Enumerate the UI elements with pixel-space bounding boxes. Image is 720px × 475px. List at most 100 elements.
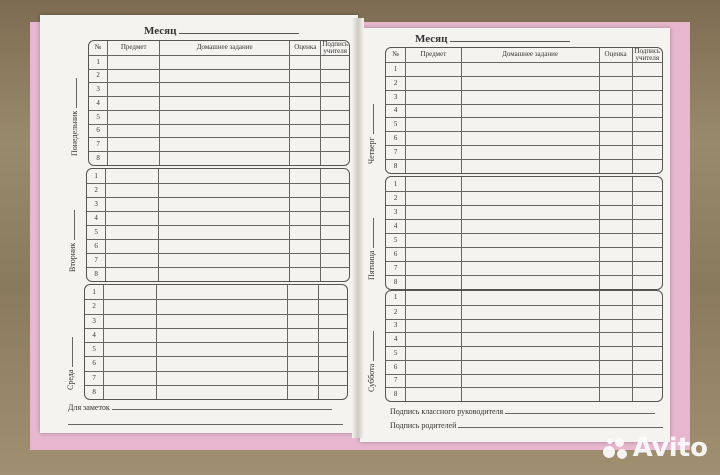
row-number[interactable]: 5: [96, 112, 100, 121]
entry-cell[interactable]: [405, 388, 460, 401]
row-number[interactable]: 4: [92, 330, 96, 339]
entry-cell[interactable]: [157, 198, 289, 211]
row-number[interactable]: 5: [393, 236, 398, 244]
entry-cell[interactable]: [631, 388, 662, 401]
entry-cell[interactable]: [598, 248, 632, 261]
row-number[interactable]: 3: [393, 92, 398, 101]
row-number[interactable]: 2: [393, 307, 398, 316]
entry-cell[interactable]: [405, 319, 460, 333]
entry-cell[interactable]: [289, 69, 320, 83]
entry-cell[interactable]: [157, 212, 289, 225]
entry-cell[interactable]: [460, 177, 599, 191]
entry-cell[interactable]: [598, 146, 632, 159]
entry-cell[interactable]: [320, 184, 349, 197]
entry-cell[interactable]: [318, 371, 347, 385]
entry-cell[interactable]: [320, 124, 349, 138]
row-number[interactable]: 2: [393, 78, 398, 87]
entry-cell[interactable]: [107, 69, 159, 83]
entry-cell[interactable]: [107, 97, 159, 110]
entry-cell[interactable]: [631, 62, 662, 76]
entry-cell[interactable]: [405, 62, 460, 76]
entry-cell[interactable]: [460, 220, 599, 233]
entry-cell[interactable]: [460, 262, 599, 275]
row-number[interactable]: 7: [96, 140, 100, 149]
entry-cell[interactable]: [405, 360, 460, 374]
entry-cell[interactable]: [598, 319, 632, 333]
entry-cell[interactable]: [286, 328, 318, 342]
entry-cell[interactable]: [288, 169, 320, 183]
entry-cell[interactable]: [155, 328, 287, 342]
entry-cell[interactable]: [631, 333, 662, 346]
entry-cell[interactable]: [598, 220, 632, 233]
entry-cell[interactable]: [320, 97, 349, 110]
entry-cell[interactable]: [157, 254, 289, 267]
entry-cell[interactable]: [157, 184, 289, 197]
entry-cell[interactable]: [318, 314, 347, 328]
entry-cell[interactable]: [286, 371, 318, 385]
entry-cell[interactable]: [631, 360, 662, 374]
row-number[interactable]: 6: [92, 359, 96, 368]
entry-cell[interactable]: [405, 333, 460, 346]
entry-cell[interactable]: [460, 347, 599, 360]
entry-cell[interactable]: [320, 83, 349, 97]
entry-cell[interactable]: [320, 169, 349, 183]
entry-cell[interactable]: [318, 285, 347, 300]
entry-cell[interactable]: [598, 206, 632, 219]
entry-cell[interactable]: [405, 160, 460, 173]
row-number[interactable]: 5: [393, 348, 398, 357]
entry-cell[interactable]: [631, 160, 662, 173]
row-number[interactable]: 4: [393, 335, 398, 344]
entry-cell[interactable]: [460, 234, 599, 247]
entry-cell[interactable]: [159, 124, 289, 138]
row-number[interactable]: 7: [94, 256, 98, 264]
entry-cell[interactable]: [598, 192, 632, 205]
entry-cell[interactable]: [288, 240, 320, 253]
row-number[interactable]: 4: [94, 214, 98, 222]
entry-cell[interactable]: [107, 124, 159, 138]
entry-cell[interactable]: [631, 234, 662, 247]
entry-cell[interactable]: [103, 371, 155, 385]
entry-cell[interactable]: [460, 160, 599, 173]
entry-cell[interactable]: [598, 276, 632, 289]
entry-cell[interactable]: [105, 240, 157, 253]
entry-cell[interactable]: [157, 169, 289, 183]
entry-cell[interactable]: [598, 160, 632, 173]
entry-cell[interactable]: [460, 248, 599, 261]
entry-cell[interactable]: [460, 118, 599, 132]
entry-cell[interactable]: [107, 152, 159, 165]
entry-cell[interactable]: [157, 268, 289, 281]
entry-cell[interactable]: [598, 132, 632, 146]
row-number[interactable]: 3: [92, 316, 96, 325]
entry-cell[interactable]: [631, 104, 662, 118]
entry-cell[interactable]: [159, 152, 289, 165]
entry-cell[interactable]: [598, 333, 632, 346]
entry-cell[interactable]: [460, 104, 599, 118]
entry-cell[interactable]: [598, 62, 632, 76]
entry-cell[interactable]: [460, 76, 599, 90]
entry-cell[interactable]: [598, 76, 632, 90]
entry-cell[interactable]: [289, 83, 320, 97]
entry-cell[interactable]: [598, 360, 632, 374]
entry-cell[interactable]: [631, 177, 662, 191]
entry-cell[interactable]: [405, 146, 460, 159]
entry-cell[interactable]: [288, 198, 320, 211]
row-number[interactable]: 6: [94, 242, 98, 250]
entry-cell[interactable]: [105, 184, 157, 197]
entry-cell[interactable]: [103, 385, 155, 399]
row-number[interactable]: 6: [393, 362, 398, 371]
entry-cell[interactable]: [159, 83, 289, 97]
entry-cell[interactable]: [155, 285, 287, 300]
row-number[interactable]: 8: [393, 278, 398, 286]
row-number[interactable]: 1: [96, 57, 100, 66]
entry-cell[interactable]: [155, 385, 287, 399]
entry-cell[interactable]: [460, 374, 599, 388]
entry-cell[interactable]: [405, 104, 460, 118]
entry-cell[interactable]: [631, 220, 662, 233]
entry-cell[interactable]: [460, 62, 599, 76]
entry-cell[interactable]: [159, 110, 289, 124]
entry-cell[interactable]: [320, 138, 349, 152]
entry-cell[interactable]: [631, 374, 662, 388]
entry-cell[interactable]: [598, 374, 632, 388]
row-number[interactable]: 6: [96, 126, 100, 135]
entry-cell[interactable]: [155, 371, 287, 385]
